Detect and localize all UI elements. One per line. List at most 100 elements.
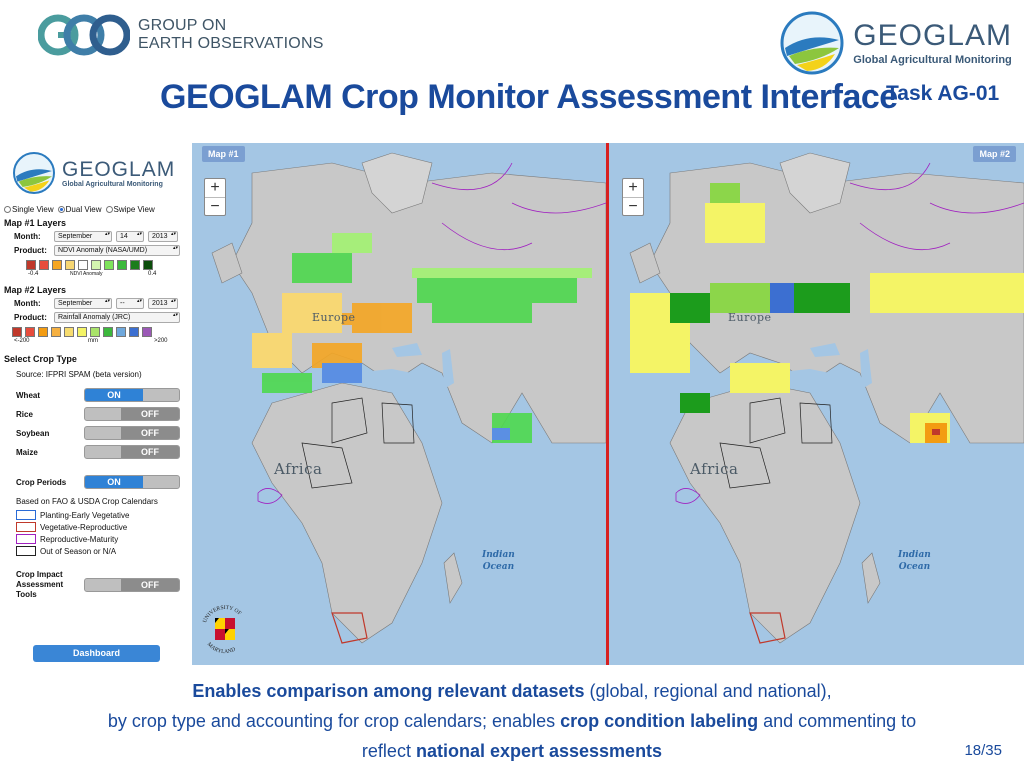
crop-periods-label: Crop Periods	[16, 477, 67, 487]
map1-day-select[interactable]: 14	[116, 231, 144, 242]
crop-period-label: Out of Season or N/A	[40, 546, 117, 556]
swipe-divider[interactable]	[606, 143, 609, 665]
caption-line1-bold: Enables comparison among relevant datase…	[192, 681, 585, 701]
geoglam-logo: GEOGLAM Global Agricultural Monitoring	[779, 10, 1012, 76]
geoglam-globe-icon	[13, 152, 55, 194]
geoglam-name: GEOGLAM	[853, 19, 1012, 52]
map1-year-select[interactable]: 2013	[148, 231, 178, 242]
map2-legend-swatch	[12, 327, 22, 337]
slide-caption: Enables comparison among relevant datase…	[0, 676, 1024, 766]
umd-seal-logo: UNIVERSITY OF MARYLAND	[202, 605, 242, 656]
view-option-swipe[interactable]: Swipe View	[105, 205, 155, 214]
toggle-switch[interactable]: ON	[84, 388, 180, 402]
impact-tools-toggle[interactable]: Crop Impact Assessment Tools OFF	[16, 570, 192, 600]
toggle-switch[interactable]: ON	[84, 475, 180, 489]
map2-legend-swatch	[129, 327, 139, 337]
crop-type-title: Select Crop Type	[4, 354, 77, 364]
crop-toggle-wheat[interactable]: Wheat ON	[16, 388, 192, 402]
sidebar-logo-tagline: Global Agricultural Monitoring	[62, 180, 163, 188]
crop-toggle-maize[interactable]: Maize OFF	[16, 445, 192, 459]
caption-line2-bold: crop condition labeling	[560, 711, 759, 731]
map2-pane[interactable]: Map #2 + − Africa Europe Indian Ocean	[610, 143, 1024, 665]
sidebar-logo: GEOGLAM Global Agricultural Monitoring	[12, 151, 192, 195]
toggle-state: ON	[85, 389, 143, 401]
caption-line3-start: reflect	[361, 741, 416, 761]
ocean-label: Indian Ocean	[898, 549, 931, 573]
crop-period-item: Out of Season or N/A	[16, 546, 192, 556]
crop-label: Rice	[16, 409, 33, 419]
geo-logo-line2: EARTH OBSERVATIONS	[138, 35, 324, 52]
crop-period-item: Vegetative-Reproductive	[16, 522, 192, 532]
map1-legend-swatch	[78, 260, 88, 270]
map2-legend-max: >200	[154, 338, 168, 344]
crop-period-swatch	[16, 510, 36, 520]
region-label-europe: Europe	[312, 311, 356, 324]
toggle-switch[interactable]: OFF	[84, 426, 180, 440]
toggle-state: OFF	[121, 579, 179, 591]
map1-month-select[interactable]: September	[54, 231, 112, 242]
view-mode-selector: Single View Dual View Swipe View	[4, 205, 192, 214]
zoom-in-button[interactable]: +	[628, 179, 638, 196]
geoglam-globe-icon	[780, 11, 844, 75]
radio-icon	[105, 206, 113, 213]
map1-product-select[interactable]: NDVI Anomaly (NASA/UMD)	[54, 245, 180, 256]
map2-month-label: Month:	[14, 299, 41, 308]
crop-toggle-rice[interactable]: Rice OFF	[16, 407, 192, 421]
map2-legend-swatch	[90, 327, 100, 337]
map2-canvas[interactable]	[610, 143, 1024, 665]
radio-icon	[4, 206, 11, 213]
crop-toggle-soybean[interactable]: Soybean OFF	[16, 426, 192, 440]
toggle-switch[interactable]: OFF	[84, 445, 180, 459]
map1-legend-swatch	[104, 260, 114, 270]
map1-legend-swatch	[26, 260, 36, 270]
toggle-state: OFF	[121, 446, 179, 458]
radio-selected-icon	[57, 206, 65, 213]
map2-layers-title: Map #2 Layers	[4, 285, 67, 295]
map2-year-select[interactable]: 2013	[148, 298, 178, 309]
map2-legend-swatch	[142, 327, 152, 337]
ocean-label: Indian Ocean	[482, 549, 515, 573]
dual-map-view[interactable]: Map #1 + − Africa Europe Indian Ocean	[192, 143, 1024, 665]
geo-logo-line1: GROUP ON	[138, 17, 227, 34]
view-option-label: Dual View	[65, 205, 102, 214]
map1-legend-swatch	[117, 260, 127, 270]
toggle-switch[interactable]: OFF	[84, 407, 180, 421]
crop-period-swatch	[16, 546, 36, 556]
map2-day-select[interactable]: --	[116, 298, 144, 309]
crop-period-swatch	[16, 522, 36, 532]
map2-legend-swatch	[77, 327, 87, 337]
map1-month-label: Month:	[14, 232, 41, 241]
map2-month-select[interactable]: September	[54, 298, 112, 309]
toggle-switch[interactable]: OFF	[84, 578, 180, 592]
map1-canvas[interactable]	[192, 143, 606, 665]
zoom-in-button[interactable]: +	[210, 179, 220, 196]
impact-tools-label-line1: Crop Impact	[16, 570, 63, 579]
page-number: 18/35	[964, 742, 1002, 759]
map1-pane[interactable]: Map #1 + − Africa Europe Indian Ocean	[192, 143, 606, 665]
toggle-state: OFF	[121, 408, 179, 420]
view-option-single[interactable]: Single View	[4, 205, 54, 214]
crop-periods-toggle[interactable]: Crop Periods ON	[16, 475, 192, 489]
map2-legend	[12, 327, 192, 337]
region-label-africa: Africa	[274, 460, 323, 478]
crop-label: Wheat	[16, 390, 40, 400]
map1-legend-swatch	[91, 260, 101, 270]
geo-mark-icon	[38, 14, 130, 56]
ocean-label-line1: Indian	[482, 550, 515, 560]
map1-layers-title: Map #1 Layers	[4, 218, 67, 228]
ocean-label-line2: Ocean	[898, 562, 931, 572]
dashboard-button[interactable]: Dashboard	[33, 645, 160, 662]
map1-legend-swatch	[52, 260, 62, 270]
view-option-dual[interactable]: Dual View	[57, 205, 102, 214]
zoom-out-button[interactable]: −	[623, 197, 643, 215]
map2-legend-swatch	[116, 327, 126, 337]
ocean-label-line2: Ocean	[482, 562, 515, 572]
umd-seal-bottom-text: MARYLAND	[206, 642, 237, 656]
region-label-europe: Europe	[728, 311, 772, 324]
map1-legend-mid: NDVI Anomaly	[70, 271, 103, 277]
map1-legend	[26, 260, 192, 270]
zoom-out-button[interactable]: −	[205, 197, 225, 215]
map2-legend-swatch	[64, 327, 74, 337]
map2-product-select[interactable]: Rainfall Anomaly (JRC)	[54, 312, 180, 323]
crop-period-item: Reproductive-Maturity	[16, 534, 192, 544]
